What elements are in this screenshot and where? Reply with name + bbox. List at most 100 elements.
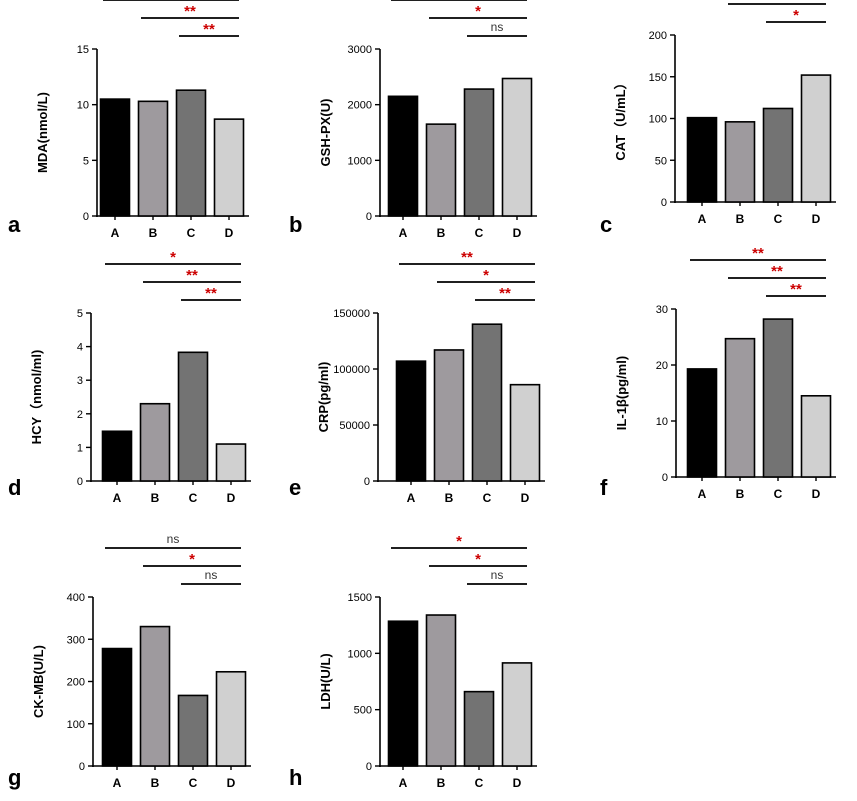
bar-A bbox=[387, 95, 419, 217]
significance-label: ns bbox=[491, 20, 504, 34]
y-tick-label: 0 bbox=[83, 211, 89, 223]
bar-D bbox=[501, 662, 533, 767]
bar-C bbox=[762, 107, 794, 203]
chart-panel-h: 0 500 1000 1500 LDH(U/L) A B C D * * ns h bbox=[289, 533, 537, 790]
y-axis-label: HCY（nmol/ml) bbox=[29, 350, 44, 445]
y-tick-label: 15 bbox=[77, 44, 89, 56]
x-tick-label: A bbox=[698, 212, 707, 226]
bar-C bbox=[762, 318, 794, 478]
y-axis-label: GSH-PX(U) bbox=[318, 99, 333, 167]
bar-B bbox=[724, 337, 756, 478]
y-tick-label: 2 bbox=[77, 409, 83, 421]
x-tick-label: D bbox=[227, 776, 236, 790]
significance-label: ns bbox=[491, 568, 504, 582]
y-tick-label: 150000 bbox=[333, 308, 370, 320]
y-tick-label: 5 bbox=[83, 155, 89, 167]
bar-D bbox=[215, 670, 247, 767]
x-tick-label: C bbox=[774, 487, 783, 501]
bar-C bbox=[471, 323, 503, 482]
bar-A bbox=[387, 620, 419, 767]
y-tick-label: 5 bbox=[77, 308, 83, 320]
panel-letter: h bbox=[289, 765, 302, 790]
bar-D bbox=[501, 77, 533, 217]
y-tick-label: 10 bbox=[77, 100, 89, 112]
y-axis-label: IL-1β(pg/ml) bbox=[614, 356, 629, 430]
x-tick-label: C bbox=[483, 491, 492, 505]
y-tick-label: 100 bbox=[649, 114, 667, 126]
bar-D bbox=[509, 383, 541, 482]
bar-D bbox=[215, 443, 247, 482]
x-tick-label: B bbox=[151, 776, 160, 790]
bar-D bbox=[800, 74, 832, 203]
x-tick-label: A bbox=[113, 776, 122, 790]
y-tick-label: 1 bbox=[77, 442, 83, 454]
x-tick-label: D bbox=[513, 226, 522, 240]
bar-C bbox=[177, 694, 209, 767]
significance-label: * bbox=[475, 3, 481, 20]
significance-label: ** bbox=[499, 285, 511, 302]
significance-label: ** bbox=[203, 21, 215, 38]
x-tick-label: A bbox=[407, 491, 416, 505]
y-tick-label: 0 bbox=[662, 472, 668, 484]
y-tick-label: 100 bbox=[67, 719, 85, 731]
x-tick-label: B bbox=[437, 776, 446, 790]
y-tick-label: 0 bbox=[77, 476, 83, 488]
significance-label: ns bbox=[205, 568, 218, 582]
bar-B bbox=[425, 614, 457, 767]
chart-panel-a: 0 5 10 15 MDA(nmol/L) A B C D ** ** ** a bbox=[8, 0, 249, 240]
y-axis-label: LDH(U/L) bbox=[318, 653, 333, 709]
y-tick-label: 1000 bbox=[348, 648, 372, 660]
significance-label: * bbox=[793, 7, 799, 24]
y-tick-label: 0 bbox=[366, 211, 372, 223]
y-axis-label: MDA(nmol/L) bbox=[35, 92, 50, 173]
bar-A bbox=[686, 368, 718, 478]
x-tick-label: A bbox=[698, 487, 707, 501]
panel-letter: e bbox=[289, 475, 301, 500]
bar-B bbox=[425, 123, 457, 217]
x-tick-label: B bbox=[149, 226, 158, 240]
y-tick-label: 0 bbox=[661, 197, 667, 209]
significance-label: ns bbox=[167, 532, 180, 546]
bar-A bbox=[101, 430, 133, 482]
panel-letter: c bbox=[600, 212, 612, 237]
x-tick-label: A bbox=[399, 226, 408, 240]
panel-letter: d bbox=[8, 475, 21, 500]
y-axis-label: CRP(pg/ml) bbox=[316, 362, 331, 433]
y-tick-label: 4 bbox=[77, 342, 83, 354]
bar-D bbox=[213, 118, 245, 217]
y-axis-label: CK-MB(U/L) bbox=[31, 645, 46, 718]
bar-C bbox=[463, 88, 495, 217]
y-tick-label: 200 bbox=[649, 30, 667, 42]
panel-letter: a bbox=[8, 212, 21, 237]
y-tick-label: 0 bbox=[366, 761, 372, 773]
y-tick-label: 100000 bbox=[333, 364, 370, 376]
y-tick-label: 3000 bbox=[348, 44, 372, 56]
x-tick-label: B bbox=[151, 491, 160, 505]
significance-label: ** bbox=[790, 281, 802, 298]
y-tick-label: 1500 bbox=[348, 592, 372, 604]
y-tick-label: 1000 bbox=[348, 155, 372, 167]
significance-label: * bbox=[456, 533, 462, 550]
x-tick-label: C bbox=[189, 776, 198, 790]
significance-label: ** bbox=[461, 249, 473, 266]
bar-B bbox=[137, 100, 169, 217]
x-tick-label: C bbox=[475, 776, 484, 790]
x-tick-label: C bbox=[475, 226, 484, 240]
y-tick-label: 150 bbox=[649, 72, 667, 84]
x-tick-label: B bbox=[445, 491, 454, 505]
x-tick-label: D bbox=[521, 491, 530, 505]
significance-label: ** bbox=[186, 267, 198, 284]
significance-label: ** bbox=[771, 0, 783, 6]
y-tick-label: 0 bbox=[79, 761, 85, 773]
y-tick-label: 10 bbox=[656, 416, 668, 428]
significance-label: * bbox=[483, 267, 489, 284]
y-tick-label: 3 bbox=[77, 375, 83, 387]
y-tick-label: 500 bbox=[354, 705, 372, 717]
y-tick-label: 0 bbox=[364, 476, 370, 488]
bar-A bbox=[395, 360, 427, 482]
y-tick-label: 400 bbox=[67, 592, 85, 604]
